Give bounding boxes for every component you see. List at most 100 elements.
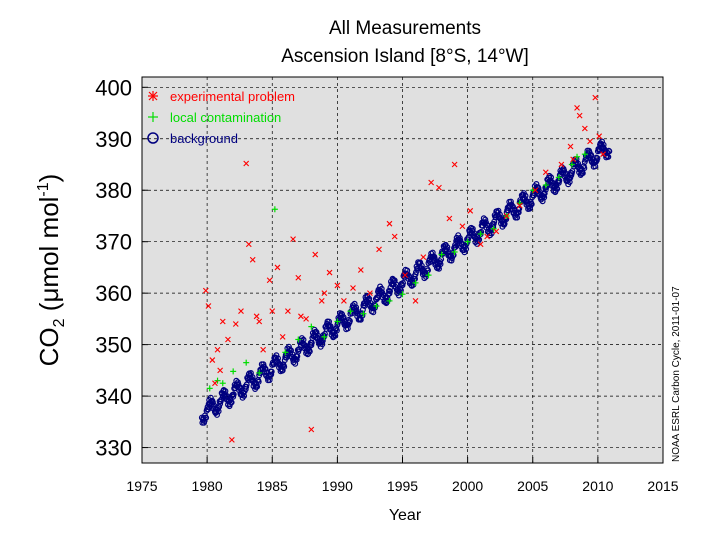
problem-point [232,321,239,327]
background-point [353,304,360,311]
problem-point [402,272,408,279]
contamination-point [555,174,562,181]
background-point [281,363,288,370]
problem-point [484,233,491,240]
x-tick-label: 1995 [387,478,418,494]
background-point [332,332,339,339]
problem-point [217,367,224,374]
problem-point [214,346,221,353]
background-point [201,418,208,425]
contamination-point [581,151,588,158]
problem-point [412,297,419,304]
background-point [255,378,262,385]
background-point [554,185,561,192]
problem-point [587,138,593,145]
data-points [198,94,613,443]
problem-point [542,169,549,176]
problem-point [238,308,244,315]
background-point [293,356,300,363]
problem-point [576,112,583,119]
contamination-point [438,251,445,258]
background-point [273,352,280,359]
problem-point [219,318,226,325]
background-point [235,381,242,388]
problem-point [600,151,606,158]
y-tick-label: 360 [95,281,132,306]
problem-point [225,336,231,343]
legend-label: local contamination [170,110,281,125]
problem-point [558,161,565,168]
background-point [230,391,237,398]
contamination-point [214,377,221,384]
x-tick-label: 2000 [452,478,483,494]
x-axis-label: Year [389,507,422,524]
problem-point [228,436,235,443]
contamination-point [206,385,213,392]
problem-point [503,213,510,219]
contamination-point [219,380,226,387]
legend-item: background [147,131,238,146]
problem-point [532,187,539,194]
contamination-point [256,369,263,376]
problem-point [446,215,453,222]
background-point [579,170,586,177]
background-point [268,371,275,378]
contamination-point [464,238,471,245]
y-tick-label: 400 [95,75,132,100]
problem-point [436,184,442,191]
background-point [606,148,613,155]
background-point [461,249,468,256]
background-point [547,174,554,181]
problem-point [391,233,398,240]
problem-point [260,346,267,353]
background-point [456,235,463,242]
contamination-point [308,323,315,330]
x-tick-label: 1990 [322,478,353,494]
background-point [550,182,557,189]
problem-point [376,246,382,253]
contamination-point [360,310,367,317]
problem-point [243,160,250,167]
background-point [482,216,489,223]
background-point [457,237,464,244]
legend-label: experimental problem [170,89,295,104]
problem-point [350,285,356,291]
problem-point [451,161,458,168]
problem-point [467,207,474,214]
problem-point [274,264,281,271]
y-tick-label: 390 [95,127,132,152]
problem-point [212,380,218,387]
chart-title: All Measurements [329,18,481,39]
problem-point [428,179,435,186]
background-point [268,368,275,375]
x-tick-label: 1980 [192,478,223,494]
background-point [541,194,548,201]
problem-point [205,303,212,309]
x-tick-label: 1985 [257,478,288,494]
problem-point [420,254,427,261]
background-point [450,252,457,259]
problem-point [245,241,252,248]
problem-point [581,125,588,132]
contamination-point [490,225,497,232]
y-tick-label: 330 [95,436,132,461]
contamination-point [386,297,393,304]
problem-point [334,282,341,289]
legend: experimental problem local contamination b… [147,89,295,146]
background-point [418,262,425,269]
x-tick-label: 1975 [126,478,157,494]
contamination-point [412,279,419,286]
background-point [378,285,385,292]
background-point [395,292,402,299]
problem-point [312,251,319,258]
contamination-point [399,291,406,298]
contamination-point [243,359,250,366]
y-axis-label-main: CO [34,327,64,366]
chart-subtitle: Ascension Island [8°S, 14°W] [281,46,529,67]
contamination-point [425,272,432,279]
background-point [333,327,340,334]
problem-point [493,228,500,235]
contamination-point [347,308,354,315]
problem-point [318,297,325,304]
background-point [444,244,451,251]
